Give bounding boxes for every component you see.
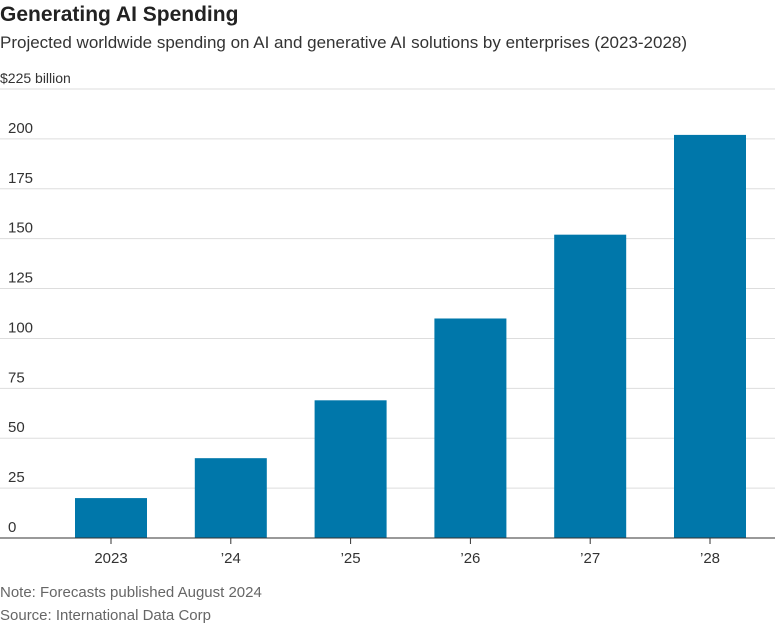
bar-3	[314, 400, 387, 538]
chart-subtitle: Projected worldwide spending on AI and g…	[0, 33, 688, 52]
y-tick-label: 200	[8, 120, 33, 137]
x-tick-label: ’25	[341, 550, 361, 567]
x-tick-label: ’27	[580, 550, 600, 567]
bar-2	[194, 458, 267, 538]
bars	[75, 134, 746, 539]
y-tick-labels: 0 25 50 75 100 125 150 175 200 $225 billion	[0, 70, 71, 536]
bar-1	[75, 498, 147, 538]
chart-source: Source: International Data Corp	[0, 607, 211, 624]
x-tick-label: ’24	[221, 550, 241, 567]
y-tick-label: 50	[8, 419, 25, 436]
gridlines	[0, 88, 775, 489]
chart-note: Note: Forecasts published August 2024	[0, 584, 262, 601]
y-tick-label: 175	[8, 170, 33, 187]
y-tick-label: $225 billion	[0, 70, 71, 86]
bar-chart: 0 25 50 75 100 125 150 175 200 $225 billion 2023 ’…	[0, 70, 775, 567]
y-tick-label: 100	[8, 319, 33, 336]
x-tick-label: 2023	[94, 550, 127, 567]
y-tick-label: 0	[8, 519, 16, 536]
y-tick-label: 75	[8, 369, 25, 386]
y-tick-label: 25	[8, 469, 25, 486]
bar-5	[554, 234, 627, 539]
y-tick-label: 150	[8, 220, 33, 237]
y-tick-label: 125	[8, 270, 33, 287]
chart-title: Generating AI Spending	[0, 3, 239, 26]
bar-6	[674, 134, 746, 539]
x-tick-labels: 2023 ’24 ’25 ’26 ’27 ’28	[94, 538, 720, 567]
x-tick-label: ’28	[700, 550, 720, 567]
bar-4	[434, 318, 507, 538]
x-tick-label: ’26	[460, 550, 480, 567]
